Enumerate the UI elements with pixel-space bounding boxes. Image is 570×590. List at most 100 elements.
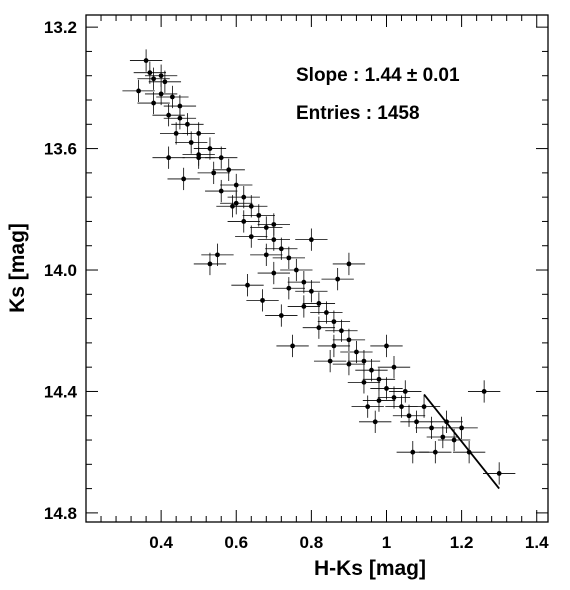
data-point bbox=[193, 137, 227, 160]
data-point bbox=[362, 389, 396, 412]
y-axis-title: Ks [mag] bbox=[6, 223, 29, 313]
data-point bbox=[419, 441, 452, 464]
data-point bbox=[347, 371, 381, 394]
point-marker bbox=[241, 219, 247, 224]
data-point bbox=[265, 237, 298, 260]
data-point bbox=[389, 380, 422, 403]
point-marker bbox=[271, 222, 277, 227]
x-tick-label: 1.2 bbox=[450, 533, 474, 552]
plot-frame bbox=[85, 14, 549, 523]
data-point bbox=[205, 146, 238, 169]
data-point bbox=[295, 228, 328, 251]
point-marker bbox=[327, 358, 333, 364]
point-marker bbox=[421, 404, 427, 410]
data-point bbox=[370, 377, 403, 400]
data-point bbox=[359, 410, 392, 433]
data-point bbox=[193, 252, 227, 276]
slope-annotation: Slope : 1.44 ± 0.01 bbox=[296, 65, 460, 86]
data-point bbox=[332, 328, 366, 351]
data-points bbox=[122, 49, 516, 485]
point-marker bbox=[308, 288, 314, 294]
data-point bbox=[272, 277, 305, 300]
point-marker bbox=[256, 212, 262, 218]
point-marker bbox=[451, 437, 457, 443]
point-marker bbox=[166, 112, 172, 118]
data-point bbox=[197, 161, 230, 185]
y-tick-label: 14.8 bbox=[44, 504, 77, 523]
point-marker bbox=[207, 261, 213, 267]
data-point bbox=[313, 349, 347, 373]
point-marker bbox=[158, 73, 164, 79]
entries-annotation: Entries : 1458 bbox=[296, 103, 420, 124]
point-marker bbox=[215, 252, 220, 258]
point-marker bbox=[162, 79, 168, 85]
point-marker bbox=[459, 425, 465, 431]
data-point bbox=[182, 143, 215, 166]
point-marker bbox=[481, 389, 487, 394]
point-marker bbox=[399, 404, 404, 410]
data-point bbox=[182, 122, 215, 145]
point-marker bbox=[339, 328, 344, 334]
point-marker bbox=[440, 434, 446, 440]
data-point bbox=[340, 340, 373, 364]
point-marker bbox=[335, 276, 341, 282]
data-point bbox=[175, 131, 208, 154]
point-marker bbox=[151, 100, 157, 106]
x-tick-label: 1 bbox=[382, 533, 391, 552]
data-point bbox=[332, 352, 366, 376]
data-point bbox=[317, 310, 351, 333]
point-marker bbox=[241, 194, 247, 200]
x-tick-label: 0.4 bbox=[149, 533, 173, 552]
point-marker bbox=[376, 398, 382, 403]
data-point bbox=[242, 204, 275, 227]
data-point bbox=[133, 61, 167, 84]
data-point bbox=[246, 289, 279, 312]
x-axis-title: H-Ks [mag] bbox=[314, 557, 426, 580]
point-marker bbox=[173, 131, 179, 136]
point-marker bbox=[365, 404, 371, 410]
data-point bbox=[362, 368, 396, 391]
data-point bbox=[257, 213, 290, 236]
point-marker bbox=[391, 364, 397, 370]
data-point bbox=[137, 67, 170, 90]
data-point bbox=[287, 295, 321, 318]
data-point bbox=[317, 334, 351, 358]
data-point bbox=[220, 192, 253, 215]
data-point bbox=[347, 349, 381, 373]
y-tick-label: 14.0 bbox=[44, 261, 77, 280]
point-marker bbox=[136, 88, 141, 94]
point-marker bbox=[496, 471, 502, 476]
data-point bbox=[302, 292, 336, 315]
point-marker bbox=[271, 270, 277, 276]
x-tick-label: 0.6 bbox=[224, 533, 248, 552]
point-marker bbox=[233, 182, 239, 188]
data-point bbox=[257, 261, 290, 285]
point-marker bbox=[226, 167, 232, 173]
point-marker bbox=[263, 225, 269, 230]
point-marker bbox=[316, 301, 322, 306]
point-marker bbox=[271, 237, 277, 243]
point-marker bbox=[218, 188, 224, 194]
data-point bbox=[122, 79, 155, 103]
point-marker bbox=[406, 413, 412, 419]
point-marker bbox=[147, 70, 153, 76]
point-marker bbox=[260, 297, 265, 303]
point-marker bbox=[384, 386, 389, 391]
point-marker bbox=[432, 449, 438, 455]
point-marker bbox=[361, 379, 367, 385]
data-point bbox=[295, 280, 328, 303]
point-marker bbox=[402, 389, 408, 394]
point-marker bbox=[248, 203, 254, 209]
point-marker bbox=[218, 155, 224, 161]
data-point bbox=[265, 304, 298, 327]
point-marker bbox=[346, 337, 352, 343]
data-point bbox=[272, 246, 305, 270]
axis-ticks bbox=[85, 15, 548, 522]
data-point bbox=[392, 404, 426, 427]
point-marker bbox=[263, 252, 269, 258]
point-marker bbox=[331, 319, 337, 325]
data-point bbox=[250, 243, 283, 266]
point-marker bbox=[169, 94, 175, 100]
point-marker bbox=[384, 343, 389, 349]
